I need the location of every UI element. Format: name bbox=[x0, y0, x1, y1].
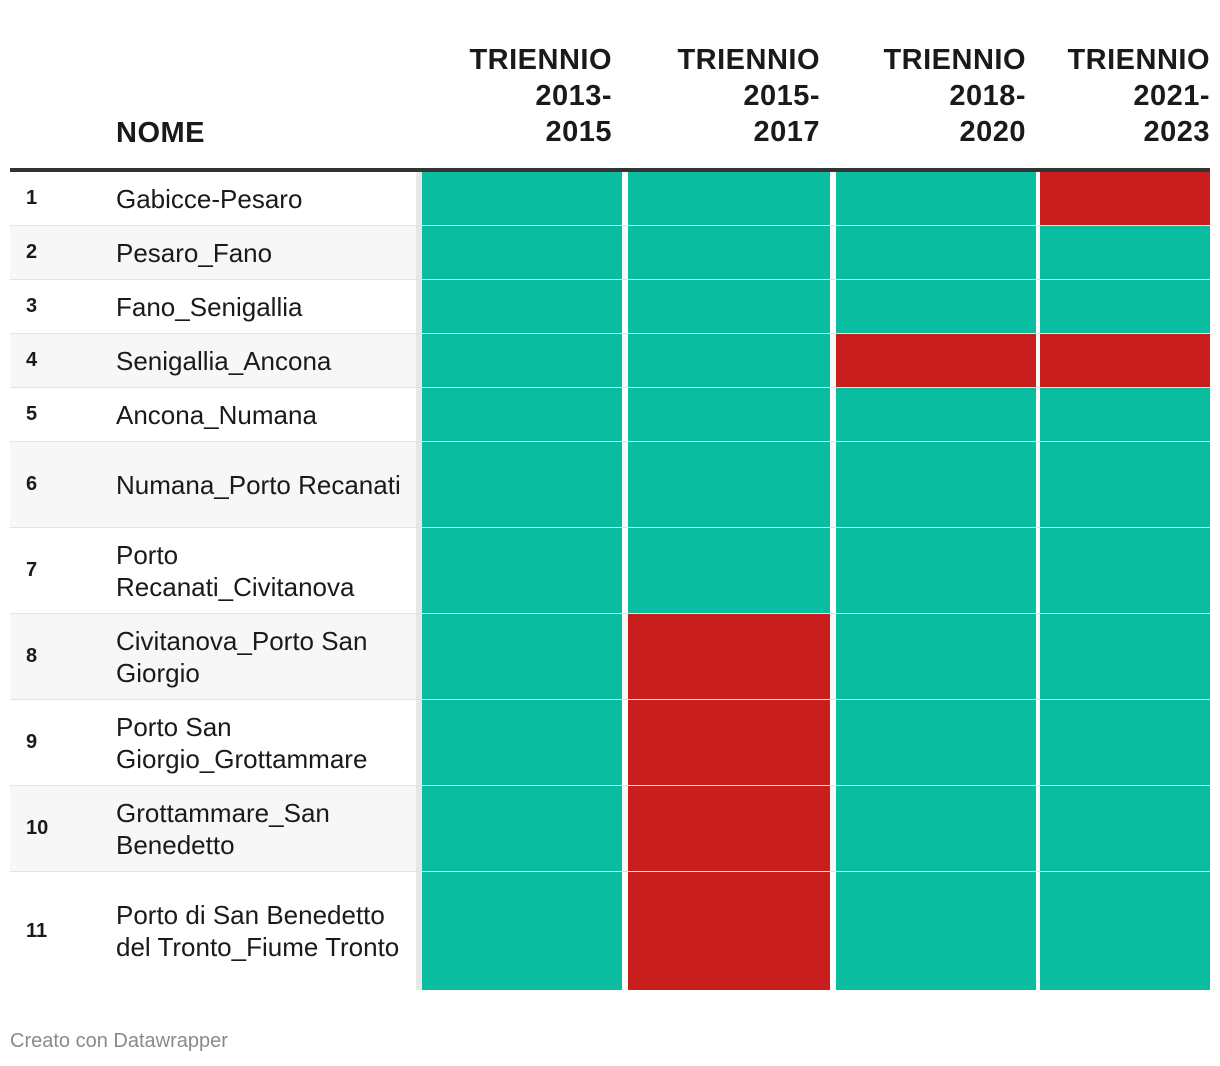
column-separator bbox=[416, 872, 422, 990]
status-cell-ok bbox=[422, 334, 622, 387]
status-cell-bad bbox=[836, 334, 1036, 387]
status-cell-ok bbox=[836, 700, 1036, 785]
column-separator bbox=[416, 700, 422, 785]
column-separator bbox=[416, 528, 422, 613]
row-rank: 5 bbox=[26, 403, 38, 425]
status-cell-ok bbox=[836, 872, 1036, 990]
row-rank: 7 bbox=[26, 559, 38, 581]
table-row: 7 Porto Recanati_Civitanova bbox=[10, 528, 1210, 614]
row-rank: 2 bbox=[26, 241, 38, 263]
status-cell-ok bbox=[836, 172, 1036, 225]
column-separator bbox=[416, 442, 422, 527]
status-cell-ok bbox=[836, 614, 1036, 699]
status-cell-ok bbox=[422, 388, 622, 441]
column-separator bbox=[416, 280, 422, 333]
header-col-2015-2017: TRIENNIO 2015- 2017 bbox=[677, 44, 820, 148]
table-row: 6 Numana_Porto Recanati bbox=[10, 442, 1210, 528]
table-row: 8 Civitanova_Porto San Giorgio bbox=[10, 614, 1210, 700]
status-cell-ok bbox=[422, 226, 622, 279]
status-cell-ok bbox=[628, 528, 830, 613]
column-separator bbox=[416, 786, 422, 871]
column-separator bbox=[416, 388, 422, 441]
status-cell-ok bbox=[1040, 786, 1210, 871]
column-separator bbox=[416, 334, 422, 387]
status-cell-ok bbox=[628, 334, 830, 387]
row-rank: 9 bbox=[26, 731, 38, 753]
status-cell-bad bbox=[628, 872, 830, 990]
table-row: 1 Gabicce-Pesaro bbox=[10, 172, 1210, 226]
table-row: 10 Grottammare_San Benedetto bbox=[10, 786, 1210, 872]
row-name: Pesaro_Fano bbox=[116, 237, 273, 268]
row-name: Civitanova_Porto San Giorgio bbox=[116, 625, 368, 688]
table-row: 3 Fano_Senigallia bbox=[10, 280, 1210, 334]
table-body: 1 Gabicce-Pesaro 2 Pesaro_Fano 3 Fano_Senigal… bbox=[10, 172, 1210, 990]
status-cell-ok bbox=[836, 442, 1036, 527]
status-cell-bad bbox=[628, 786, 830, 871]
table-row: 11 Porto di San Benedetto del Tronto_Fium… bbox=[10, 872, 1210, 990]
header-name: NOME bbox=[116, 117, 205, 149]
status-cell-ok bbox=[1040, 872, 1210, 990]
status-cell-ok bbox=[836, 786, 1036, 871]
table-row: 5 Ancona_Numana bbox=[10, 388, 1210, 442]
status-cell-ok bbox=[836, 280, 1036, 333]
status-cell-bad bbox=[628, 700, 830, 785]
row-name: Fano_Senigallia bbox=[116, 291, 303, 322]
column-separator bbox=[416, 226, 422, 279]
status-cell-ok bbox=[422, 700, 622, 785]
status-cell-ok bbox=[1040, 280, 1210, 333]
row-name: Grottammare_San Benedetto bbox=[116, 797, 330, 860]
column-separator bbox=[416, 614, 422, 699]
status-cell-ok bbox=[1040, 442, 1210, 527]
status-cell-ok bbox=[422, 172, 622, 225]
table-row: 9 Porto San Giorgio_Grottammare bbox=[10, 700, 1210, 786]
status-cell-ok bbox=[422, 786, 622, 871]
table-header: NOME TRIENNIO 2013- 2015 TRIENNIO 2015- … bbox=[10, 0, 1210, 172]
row-name: Ancona_Numana bbox=[116, 399, 317, 430]
status-cell-ok bbox=[1040, 388, 1210, 441]
row-rank: 8 bbox=[26, 645, 38, 667]
header-col-2021-2023: TRIENNIO 2021- 2023 bbox=[1067, 44, 1210, 148]
status-cell-ok bbox=[422, 528, 622, 613]
row-name: Gabicce-Pesaro bbox=[116, 183, 303, 214]
column-separator bbox=[416, 172, 422, 225]
row-name: Senigallia_Ancona bbox=[116, 345, 332, 376]
status-cell-ok bbox=[628, 442, 830, 527]
status-cell-ok bbox=[836, 388, 1036, 441]
footer-credit: Creato con Datawrapper bbox=[10, 1030, 228, 1052]
status-cell-ok bbox=[1040, 528, 1210, 613]
status-cell-ok bbox=[422, 872, 622, 990]
row-name: Porto di San Benedetto del Tronto_Fiume … bbox=[116, 900, 400, 962]
status-cell-ok bbox=[422, 442, 622, 527]
table-row: 2 Pesaro_Fano bbox=[10, 226, 1210, 280]
row-rank: 3 bbox=[26, 295, 38, 317]
row-rank: 1 bbox=[26, 187, 38, 209]
status-cell-bad bbox=[628, 614, 830, 699]
heatmap-table: NOME TRIENNIO 2013- 2015 TRIENNIO 2015- … bbox=[10, 0, 1210, 990]
header-col-2013-2015: TRIENNIO 2013- 2015 bbox=[469, 44, 612, 148]
status-cell-ok bbox=[836, 226, 1036, 279]
status-cell-ok bbox=[1040, 226, 1210, 279]
row-name: Numana_Porto Recanati bbox=[116, 469, 401, 500]
row-name: Porto San Giorgio_Grottammare bbox=[116, 711, 368, 774]
status-cell-bad bbox=[1040, 172, 1210, 225]
status-cell-ok bbox=[628, 226, 830, 279]
row-rank: 11 bbox=[26, 919, 48, 942]
status-cell-bad bbox=[1040, 334, 1210, 387]
table-row: 4 Senigallia_Ancona bbox=[10, 334, 1210, 388]
status-cell-ok bbox=[422, 280, 622, 333]
status-cell-ok bbox=[1040, 614, 1210, 699]
row-rank: 4 bbox=[26, 349, 38, 371]
status-cell-ok bbox=[628, 388, 830, 441]
status-cell-ok bbox=[628, 172, 830, 225]
status-cell-ok bbox=[1040, 700, 1210, 785]
row-rank: 10 bbox=[26, 817, 49, 839]
header-col-2018-2020: TRIENNIO 2018- 2020 bbox=[883, 44, 1026, 148]
status-cell-ok bbox=[628, 280, 830, 333]
status-cell-ok bbox=[836, 528, 1036, 613]
row-name: Porto Recanati_Civitanova bbox=[116, 539, 355, 602]
status-cell-ok bbox=[422, 614, 622, 699]
row-rank: 6 bbox=[26, 473, 38, 495]
